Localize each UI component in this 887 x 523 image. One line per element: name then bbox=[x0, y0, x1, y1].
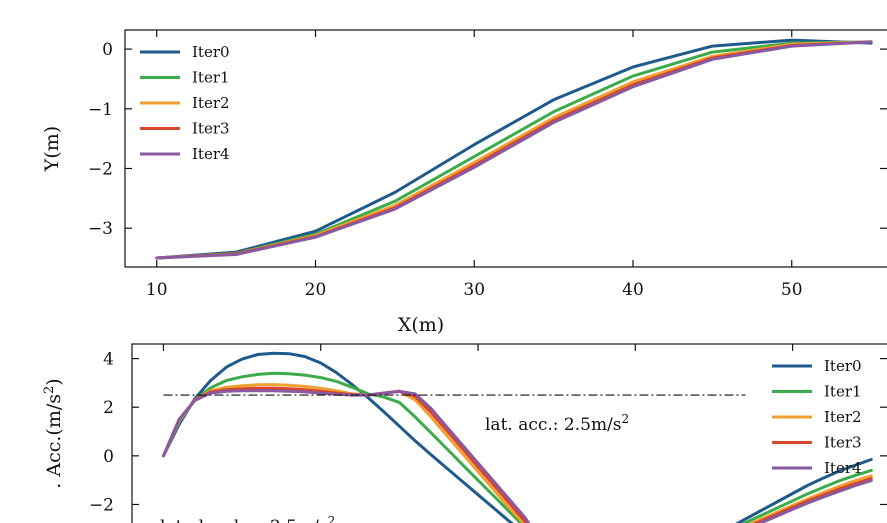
acceleration-line-iter1 bbox=[162, 371, 873, 523]
trajectory-tick-labels: 10 20 30 40 50 0 −1 −2 −3 bbox=[88, 40, 803, 300]
legend-label-iter3: Iter3 bbox=[192, 120, 230, 138]
legend-label-iter4: Iter4 bbox=[824, 459, 862, 477]
y-tick-label: −2 bbox=[88, 159, 113, 179]
trajectory-ticks bbox=[125, 30, 887, 267]
trajectory-line-iter1 bbox=[155, 40, 873, 260]
lateral-acceleration-annotation: lat. acc.: 2.5m/s2 bbox=[485, 412, 629, 435]
y-tick-label: −2 bbox=[89, 495, 114, 515]
trajectory-y-axis-label: Y(m) bbox=[41, 126, 63, 172]
x-tick-label: 30 bbox=[463, 280, 485, 300]
legend-label-iter1: Iter1 bbox=[192, 69, 230, 87]
trajectory-legend: Iter0 Iter1 Iter2 Iter3 Iter4 bbox=[140, 43, 230, 163]
legend-label-iter0: Iter0 bbox=[192, 43, 230, 61]
y-tick-label: 4 bbox=[103, 350, 114, 370]
trajectory-series bbox=[155, 38, 873, 260]
y-tick-label: 0 bbox=[102, 40, 113, 60]
acceleration-line-iter0 bbox=[162, 351, 873, 523]
acceleration-chart: lat. acc.: 2.5m/s2 lat. decel.: −2.5m/s2… bbox=[42, 343, 887, 523]
legend-label-iter1: Iter1 bbox=[824, 383, 862, 401]
legend-label-iter4: Iter4 bbox=[192, 145, 230, 163]
acceleration-ticks bbox=[132, 344, 887, 506]
trajectory-line-iter3 bbox=[155, 40, 873, 260]
x-tick-label: 50 bbox=[781, 280, 803, 300]
legend-label-iter2: Iter2 bbox=[192, 94, 230, 112]
acceleration-plot-frame bbox=[131, 343, 887, 523]
trajectory-chart: 10 20 30 40 500−1−2−3 X(m) Y(m) Iter0Iter1It… bbox=[41, 29, 887, 336]
trajectory-line-iter4 bbox=[155, 40, 873, 260]
legend-label-iter0: Iter0 bbox=[824, 357, 862, 375]
x-tick-label: 20 bbox=[305, 280, 327, 300]
acceleration-line-iter3 bbox=[162, 386, 873, 523]
acceleration-line-iter4 bbox=[162, 389, 873, 523]
acceleration-series bbox=[162, 351, 873, 523]
acceleration-line-iter2 bbox=[162, 383, 873, 523]
legend-label-iter3: Iter3 bbox=[824, 434, 862, 452]
y-tick-label: −3 bbox=[88, 219, 113, 239]
acceleration-tick-labels: 4 2 0 −2 bbox=[89, 350, 114, 516]
acceleration-legend: Iter0 Iter1 Iter2 Iter3 Iter4 bbox=[772, 357, 862, 477]
trajectory-line-iter0 bbox=[155, 38, 873, 260]
y-tick-label: 0 bbox=[103, 447, 114, 467]
trajectory-line-iter2 bbox=[155, 40, 873, 260]
trajectory-plot-frame bbox=[124, 29, 887, 268]
y-tick-label: 2 bbox=[103, 398, 114, 418]
x-tick-label: 40 bbox=[622, 280, 644, 300]
legend-label-iter2: Iter2 bbox=[824, 408, 862, 426]
x-tick-label: 10 bbox=[146, 280, 168, 300]
trajectory-x-axis-label: X(m) bbox=[398, 314, 444, 336]
lateral-deceleration-annotation: lat. decel.: −2.5m/s2 bbox=[160, 514, 335, 523]
y-tick-label: −1 bbox=[88, 100, 113, 120]
acceleration-y-axis-label: . Acc.(m/s2) bbox=[42, 378, 66, 488]
